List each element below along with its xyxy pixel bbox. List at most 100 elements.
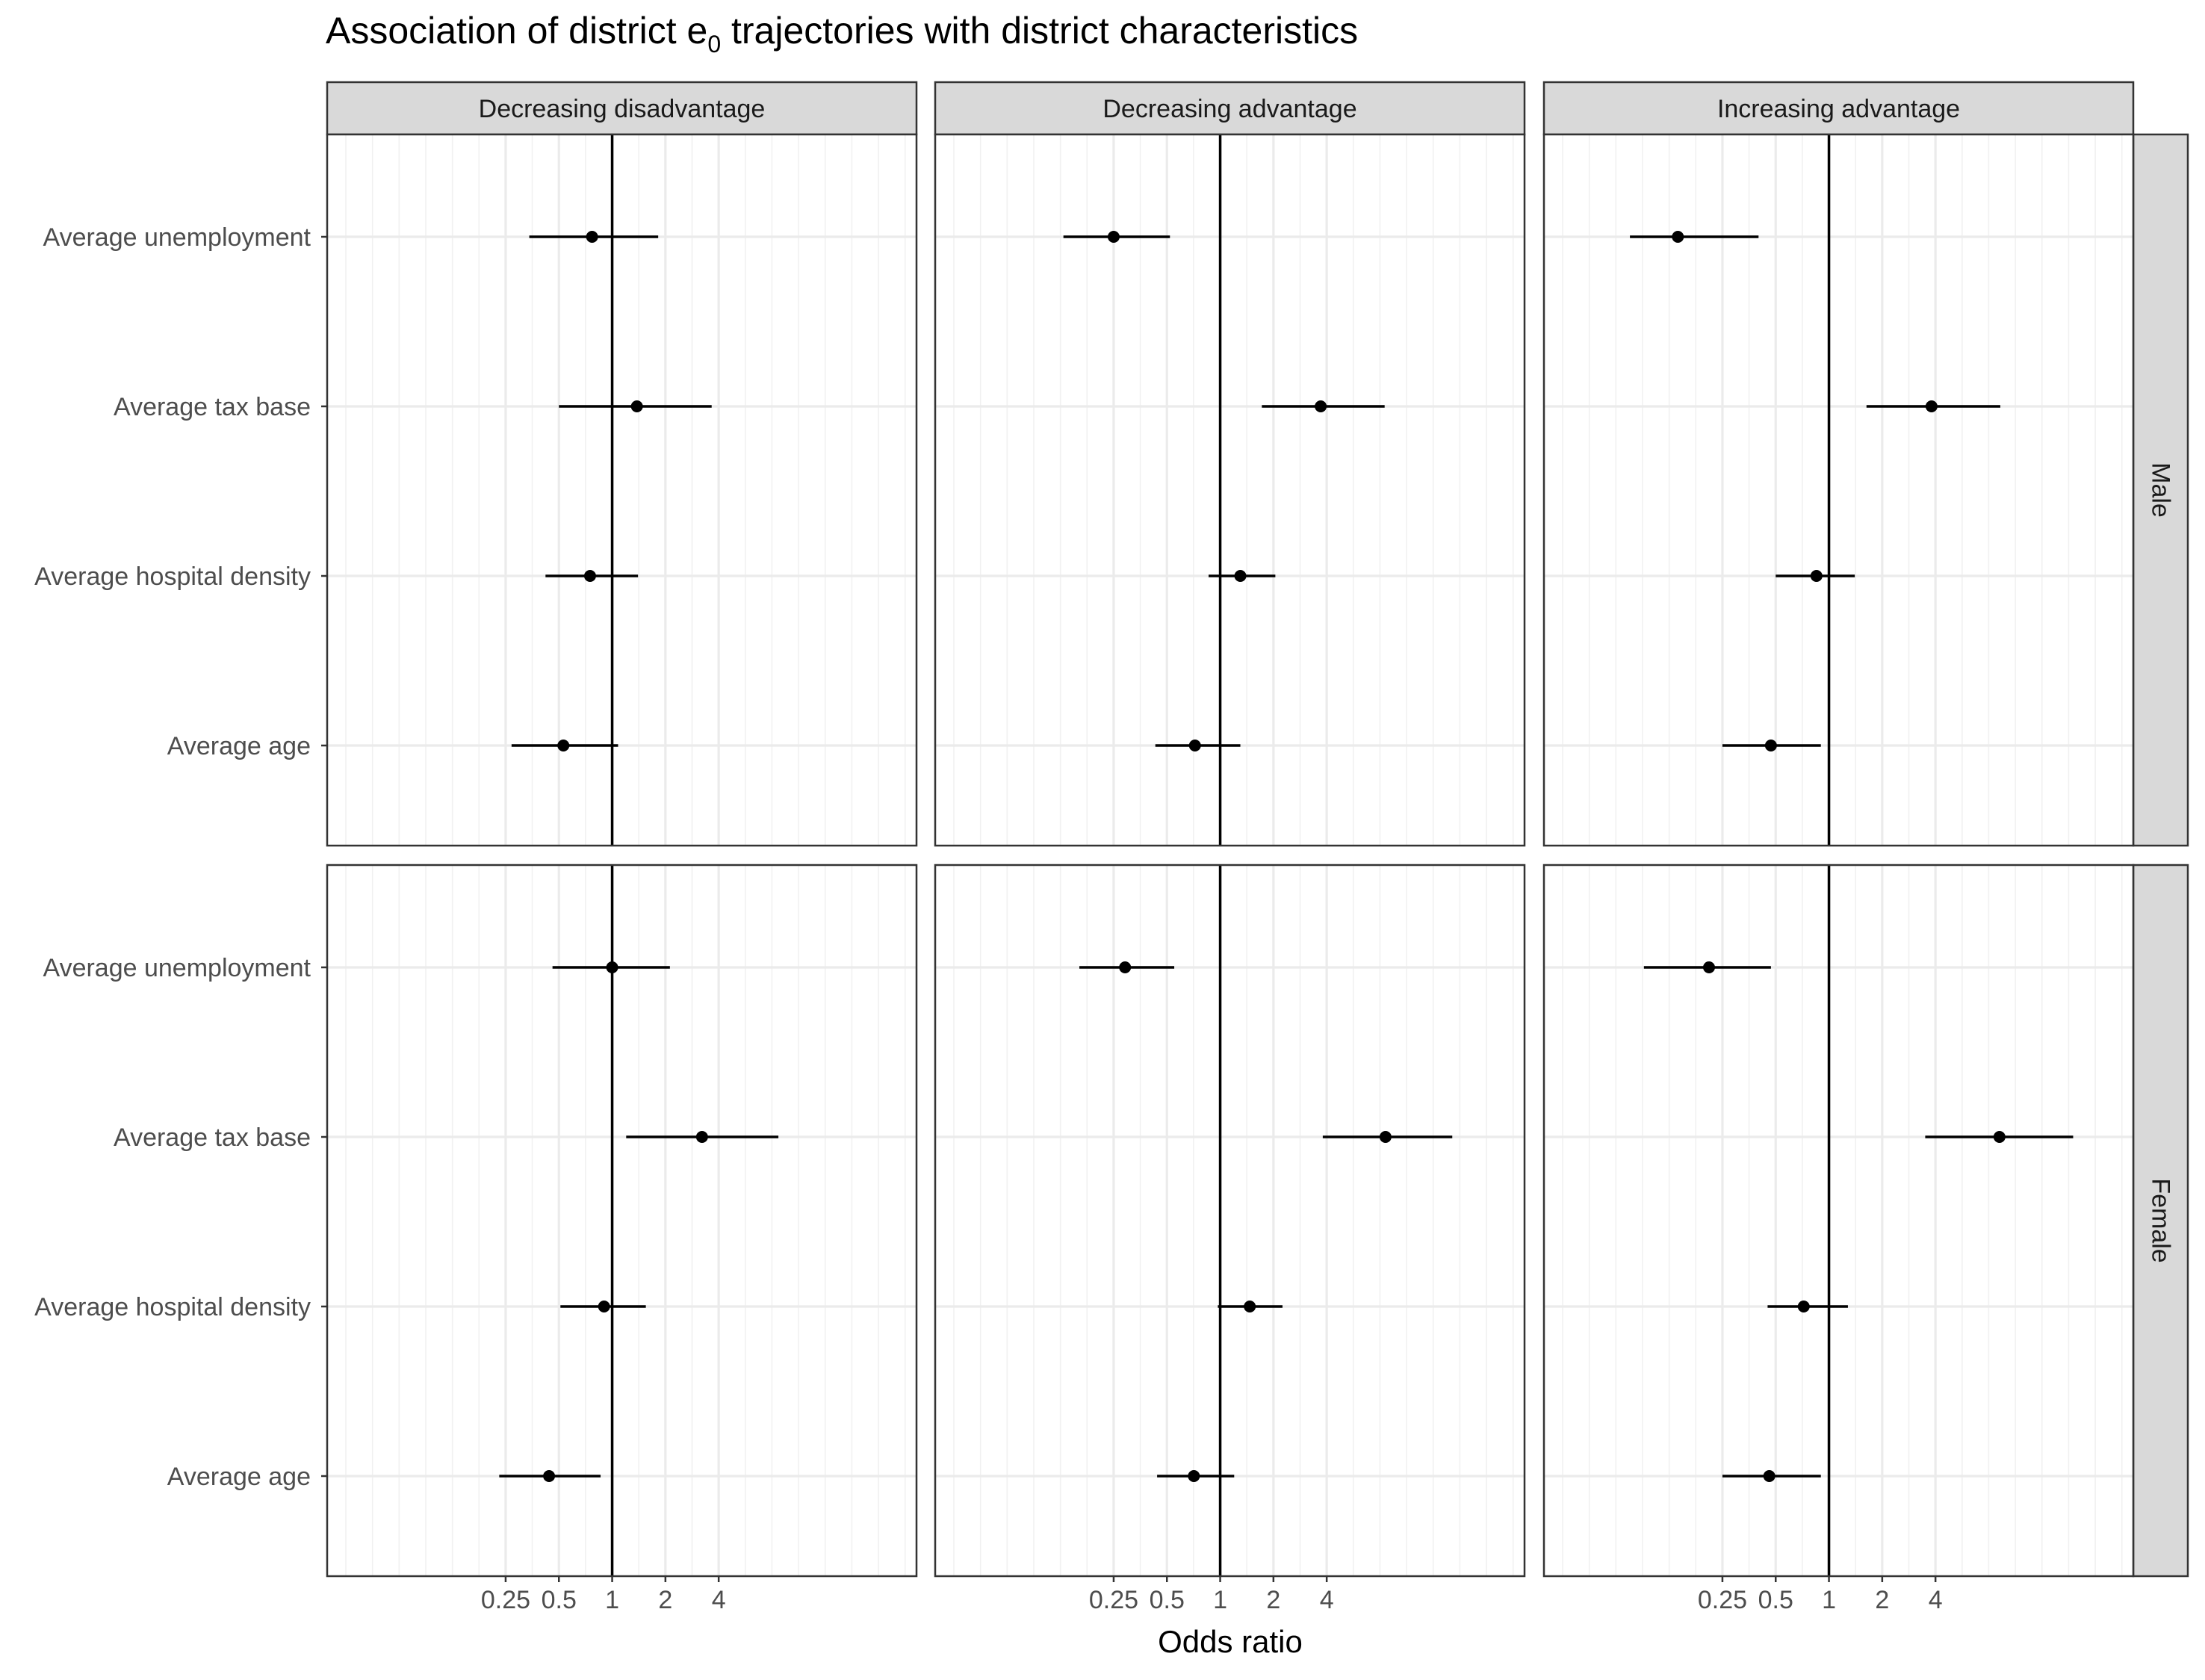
facet-strip-label: Decreasing advantage: [1102, 95, 1356, 123]
estimate-average-tax-base: [1262, 400, 1385, 412]
odds-ratio-point: [1672, 231, 1684, 243]
estimate-average-age: [1157, 1470, 1235, 1482]
odds-ratio-point: [1315, 400, 1327, 412]
x-tick-label: 2: [1266, 1586, 1280, 1614]
x-tick-label: 1: [1213, 1586, 1227, 1614]
panel-female-decreasing-disadvantage: [326, 864, 918, 1578]
odds-ratio-point: [1810, 570, 1823, 582]
panel-female-decreasing-advantage: [934, 864, 1526, 1578]
y-tick-label: Average unemployment: [43, 223, 311, 252]
facet-strip-label: Increasing advantage: [1717, 95, 1960, 123]
y-tick-label: Average tax base: [114, 1123, 311, 1152]
panel-male-increasing-advantage: [1542, 133, 2135, 847]
odds-ratio-point: [1993, 1131, 2006, 1143]
panel-female-increasing-advantage: [1542, 864, 2135, 1578]
estimate-average-unemployment: [552, 961, 670, 973]
y-tick-label: Average unemployment: [43, 954, 311, 982]
facet-strip-label: Decreasing disadvantage: [479, 95, 766, 123]
panel-background: [935, 134, 1525, 846]
x-tick-label: 2: [1875, 1586, 1889, 1614]
y-axis-labels: Average unemployment Average tax base Aver…: [34, 223, 327, 1491]
x-axis-title: Odds ratio: [1158, 1624, 1303, 1659]
y-tick-label: Average hospital density: [34, 1293, 311, 1321]
odds-ratio-point: [598, 1301, 610, 1312]
odds-ratio-point: [1119, 961, 1132, 973]
x-tick-label: 4: [1320, 1586, 1334, 1614]
x-tick-label: 1: [605, 1586, 619, 1614]
facet-strip-male: Male: [2132, 133, 2189, 847]
estimate-average-tax-base: [1866, 400, 2000, 412]
facet-strip-background: [1542, 81, 2135, 136]
x-tick-label: 0.5: [1150, 1586, 1185, 1614]
facet-panels: Decreasing disadvantage Decreasing advant…: [326, 81, 2189, 1578]
estimate-average-hospital-density: [560, 1301, 646, 1312]
estimate-average-age: [1722, 1470, 1821, 1482]
chart-title: Association of district e0 trajectories …: [326, 10, 1358, 58]
panel-background: [327, 865, 917, 1576]
estimate-average-hospital-density: [1218, 1301, 1283, 1312]
estimate-average-age: [511, 740, 618, 751]
estimate-average-hospital-density: [545, 570, 639, 582]
odds-ratio-point: [1244, 1301, 1256, 1312]
facet-strip-decreasing-advantage: Decreasing advantage: [934, 81, 1526, 136]
odds-ratio-point: [1107, 231, 1120, 243]
odds-ratio-point: [1188, 740, 1201, 751]
panel-border: [326, 133, 918, 847]
facet-strip-decreasing-disadvantage: Decreasing disadvantage: [326, 81, 918, 136]
panel-border: [1542, 864, 2135, 1578]
chart-title-subscript: 0: [707, 31, 721, 58]
estimate-average-unemployment: [1079, 961, 1175, 973]
x-tick-label: 0.25: [1698, 1586, 1747, 1614]
y-tick-label: Average hospital density: [34, 562, 311, 591]
odds-ratio-point: [1763, 1470, 1776, 1482]
estimate-average-age: [1155, 740, 1241, 751]
panel-border: [326, 864, 918, 1578]
estimate-average-unemployment: [1643, 961, 1771, 973]
odds-ratio-point: [630, 400, 643, 412]
chart-title-rest: trajectories with district characteristi…: [721, 10, 1358, 52]
facet-strip-female: Female: [2132, 864, 2189, 1578]
estimate-average-tax-base: [559, 400, 712, 412]
x-tick-label: 0.5: [542, 1586, 577, 1614]
panel-border: [934, 864, 1526, 1578]
estimate-average-hospital-density: [1209, 570, 1276, 582]
estimate-average-unemployment: [529, 231, 659, 243]
facet-strip-background: [326, 81, 918, 136]
panel-background: [327, 134, 917, 846]
odds-ratio-point: [1925, 400, 1938, 412]
x-tick-label: 2: [658, 1586, 672, 1614]
x-tick-label: 4: [712, 1586, 726, 1614]
x-tick-label: 4: [1929, 1586, 1943, 1614]
estimate-average-unemployment: [1063, 231, 1170, 243]
facet-strip-label: Male: [2147, 462, 2175, 518]
panel-male-decreasing-advantage: [934, 133, 1526, 847]
panel-male-decreasing-disadvantage: [326, 133, 918, 847]
odds-ratio-point: [1379, 1131, 1392, 1143]
chart-title-main: Association of district e: [326, 10, 707, 52]
panel-border: [1542, 133, 2135, 847]
facet-strip-background: [2132, 864, 2189, 1578]
facet-strip-background: [934, 81, 1526, 136]
panel-background: [1544, 865, 2133, 1576]
odds-ratio-point: [1703, 961, 1716, 973]
x-tick-label: 0.5: [1758, 1586, 1793, 1614]
estimate-average-age: [499, 1470, 601, 1482]
estimate-average-unemployment: [1630, 231, 1759, 243]
y-tick-label: Average age: [167, 732, 311, 760]
facet-strip-increasing-advantage: Increasing advantage: [1542, 81, 2135, 136]
estimate-average-hospital-density: [1767, 1301, 1848, 1312]
estimate-average-tax-base: [1322, 1131, 1453, 1143]
x-tick-label: 0.25: [1089, 1586, 1138, 1614]
x-tick-label: 0.25: [481, 1586, 530, 1614]
panel-border: [934, 133, 1526, 847]
odds-ratio-point: [606, 961, 618, 973]
odds-ratio-point: [1188, 1470, 1200, 1482]
odds-ratio-point: [1234, 570, 1247, 582]
x-tick-label: 1: [1822, 1586, 1836, 1614]
panel-background: [1544, 134, 2133, 846]
odds-ratio-point: [586, 231, 598, 243]
y-tick-label: Average tax base: [114, 393, 311, 421]
facet-strip-background: [2132, 133, 2189, 847]
